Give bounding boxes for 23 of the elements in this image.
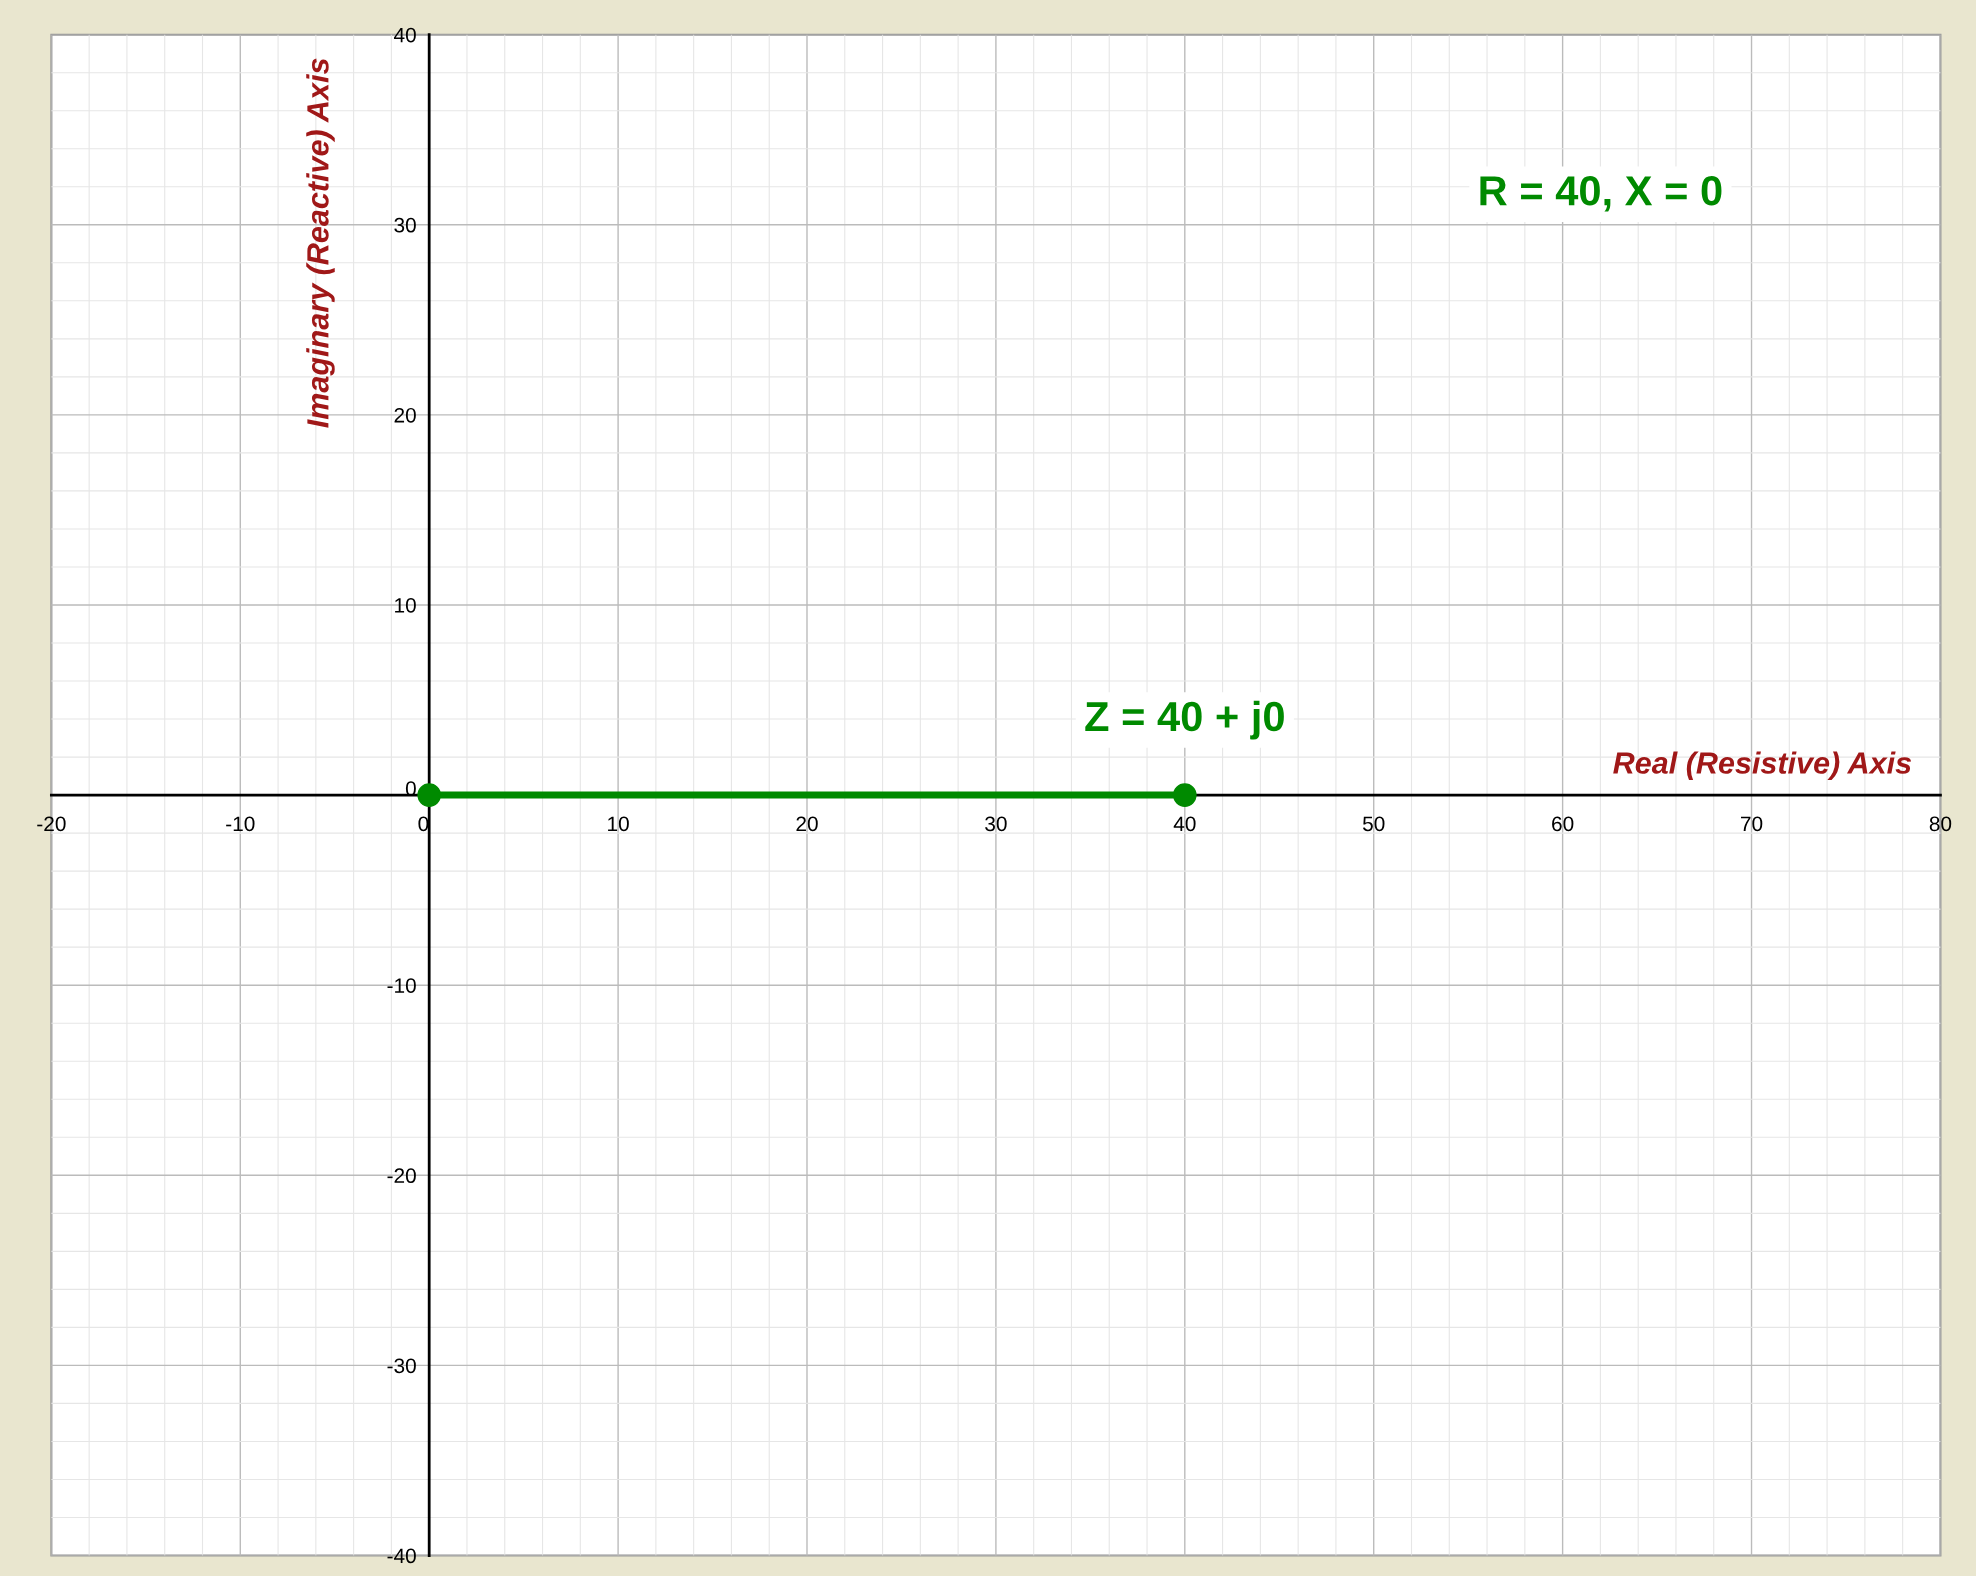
- x-tick-label: -10: [226, 816, 255, 832]
- y-tick-label: -30: [387, 1358, 416, 1374]
- annotation: R = 40, X = 0: [1480, 176, 1722, 212]
- x-tick-label: 30: [985, 816, 1007, 832]
- y-tick-label: 20: [394, 407, 416, 423]
- x-tick-label: 10: [608, 816, 629, 832]
- y-tick-label: -40: [387, 1548, 416, 1564]
- y-tick-label: 30: [394, 217, 416, 233]
- y-tick-label: -10: [387, 978, 416, 993]
- x-tick-label: 80: [1929, 816, 1952, 832]
- x-tick-label: 0: [418, 816, 429, 832]
- y-tick-label: 40: [394, 27, 416, 43]
- x-tick-label: 20: [796, 816, 818, 832]
- annotation: Z = 40 + j0: [1085, 700, 1284, 740]
- y-tick-label: -20: [387, 1168, 416, 1184]
- x-tick-label: -20: [37, 816, 66, 832]
- y-tick-label: 10: [395, 597, 416, 613]
- x-tick-label: 70: [1741, 816, 1763, 832]
- x-tick-label: 50: [1362, 816, 1385, 832]
- x-axis-title: Real (Resistive) Axis: [1613, 751, 1912, 780]
- y-axis-title: Imaginary (Reactive) Axis: [306, 58, 335, 428]
- x-tick-label: 40: [1173, 816, 1196, 832]
- x-tick-label: 60: [1552, 816, 1574, 832]
